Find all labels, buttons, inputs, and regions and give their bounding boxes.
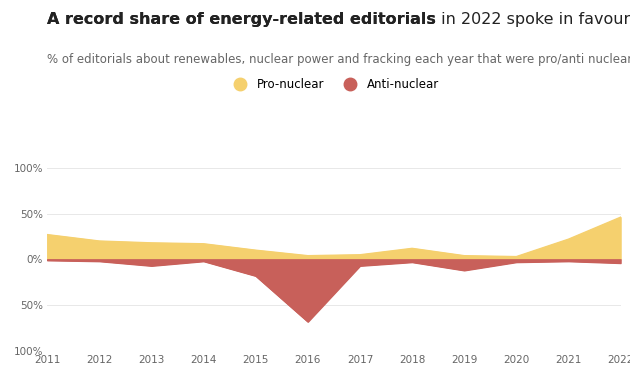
Text: A record share of energy-related editorials: A record share of energy-related editori… — [47, 12, 436, 27]
Text: % of editorials about renewables, nuclear power and fracking each year that were: % of editorials about renewables, nuclea… — [47, 53, 630, 66]
Text: in 2022 spoke in favour of nuclear power: in 2022 spoke in favour of nuclear power — [436, 12, 630, 27]
Legend: Pro-nuclear, Anti-nuclear: Pro-nuclear, Anti-nuclear — [229, 78, 439, 91]
Text: A record share of energy-related editorials: A record share of energy-related editori… — [47, 12, 436, 27]
